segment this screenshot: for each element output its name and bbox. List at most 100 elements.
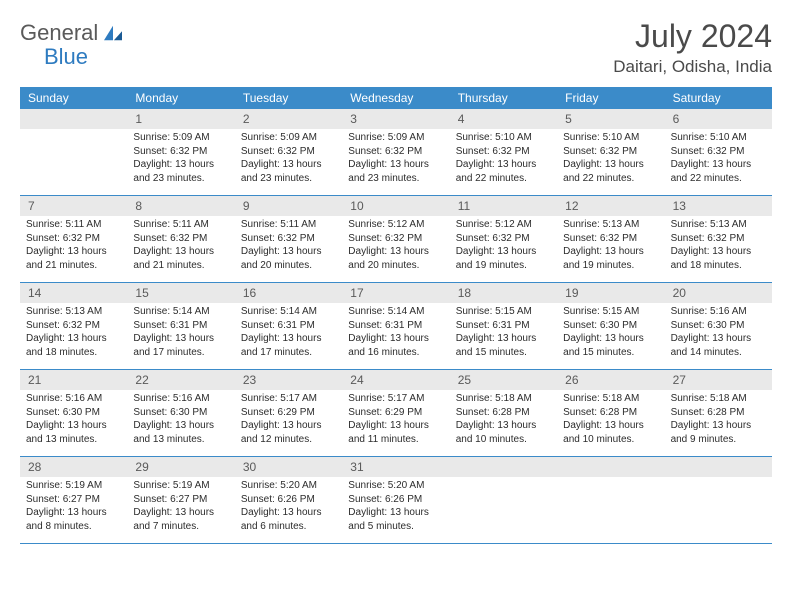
sunset-text: Sunset: 6:29 PM xyxy=(348,406,443,420)
day-cell: 31Sunrise: 5:20 AMSunset: 6:26 PMDayligh… xyxy=(342,457,449,543)
weekday-header: Tuesday xyxy=(235,87,342,109)
day-cell xyxy=(450,457,557,543)
daylight-text: Daylight: 13 hours and 21 minutes. xyxy=(26,245,121,272)
daylight-text: Daylight: 13 hours and 23 minutes. xyxy=(133,158,228,185)
day-number: 3 xyxy=(342,109,449,129)
daylight-text: Daylight: 13 hours and 11 minutes. xyxy=(348,419,443,446)
sunset-text: Sunset: 6:32 PM xyxy=(671,145,766,159)
logo-text-general: General xyxy=(20,22,98,44)
sunrise-text: Sunrise: 5:17 AM xyxy=(348,392,443,406)
day-number xyxy=(665,457,772,477)
weekday-header: Friday xyxy=(557,87,664,109)
sunrise-text: Sunrise: 5:18 AM xyxy=(671,392,766,406)
day-body: Sunrise: 5:09 AMSunset: 6:32 PMDaylight:… xyxy=(235,129,342,189)
day-number: 16 xyxy=(235,283,342,303)
day-number: 4 xyxy=(450,109,557,129)
sunset-text: Sunset: 6:28 PM xyxy=(456,406,551,420)
weekday-header: Sunday xyxy=(20,87,127,109)
day-body: Sunrise: 5:10 AMSunset: 6:32 PMDaylight:… xyxy=(557,129,664,189)
sunrise-text: Sunrise: 5:19 AM xyxy=(133,479,228,493)
sunrise-text: Sunrise: 5:12 AM xyxy=(456,218,551,232)
day-cell xyxy=(20,109,127,195)
weekday-header: Thursday xyxy=(450,87,557,109)
day-number: 20 xyxy=(665,283,772,303)
day-body: Sunrise: 5:11 AMSunset: 6:32 PMDaylight:… xyxy=(235,216,342,276)
weekday-header: Wednesday xyxy=(342,87,449,109)
day-body: Sunrise: 5:15 AMSunset: 6:30 PMDaylight:… xyxy=(557,303,664,363)
sunrise-text: Sunrise: 5:14 AM xyxy=(241,305,336,319)
daylight-text: Daylight: 13 hours and 12 minutes. xyxy=(241,419,336,446)
day-body: Sunrise: 5:15 AMSunset: 6:31 PMDaylight:… xyxy=(450,303,557,363)
day-body: Sunrise: 5:10 AMSunset: 6:32 PMDaylight:… xyxy=(450,129,557,189)
sunset-text: Sunset: 6:32 PM xyxy=(133,232,228,246)
calendar: Sunday Monday Tuesday Wednesday Thursday… xyxy=(20,87,772,544)
daylight-text: Daylight: 13 hours and 5 minutes. xyxy=(348,506,443,533)
day-number: 30 xyxy=(235,457,342,477)
sunset-text: Sunset: 6:32 PM xyxy=(563,145,658,159)
day-cell: 24 Sunrise: 5:17 AMSunset: 6:29 PMDayligh… xyxy=(342,370,449,456)
day-cell: 13Sunrise: 5:13 AMSunset: 6:32 PMDayligh… xyxy=(665,196,772,282)
day-body: Sunrise: 5:14 AMSunset: 6:31 PMDaylight:… xyxy=(127,303,234,363)
week-row: 14Sunrise: 5:13 AMSunset: 6:32 PMDayligh… xyxy=(20,283,772,370)
day-number: 2 xyxy=(235,109,342,129)
day-number: 24 xyxy=(342,370,449,390)
sunset-text: Sunset: 6:32 PM xyxy=(133,145,228,159)
sunrise-text: Sunrise: 5:20 AM xyxy=(241,479,336,493)
day-number: 18 xyxy=(450,283,557,303)
sunrise-text: Sunrise: 5:18 AM xyxy=(456,392,551,406)
logo: General Blue xyxy=(20,22,130,68)
sunrise-text: Sunrise: 5:13 AM xyxy=(26,305,121,319)
day-number: 1 xyxy=(127,109,234,129)
daylight-text: Daylight: 13 hours and 10 minutes. xyxy=(563,419,658,446)
day-number: 29 xyxy=(127,457,234,477)
day-body: Sunrise: 5:18 AMSunset: 6:28 PMDaylight:… xyxy=(557,390,664,450)
daylight-text: Daylight: 13 hours and 22 minutes. xyxy=(671,158,766,185)
sunrise-text: Sunrise: 5:16 AM xyxy=(671,305,766,319)
day-body: Sunrise: 5:18 AMSunset: 6:28 PMDaylight:… xyxy=(450,390,557,450)
day-number: 23 xyxy=(235,370,342,390)
day-cell: 21Sunrise: 5:16 AMSunset: 6:30 PMDayligh… xyxy=(20,370,127,456)
day-number: 22 xyxy=(127,370,234,390)
sunset-text: Sunset: 6:31 PM xyxy=(456,319,551,333)
day-cell: 19Sunrise: 5:15 AMSunset: 6:30 PMDayligh… xyxy=(557,283,664,369)
daylight-text: Daylight: 13 hours and 22 minutes. xyxy=(563,158,658,185)
daylight-text: Daylight: 13 hours and 13 minutes. xyxy=(133,419,228,446)
sunset-text: Sunset: 6:30 PM xyxy=(563,319,658,333)
day-cell: 10Sunrise: 5:12 AMSunset: 6:32 PMDayligh… xyxy=(342,196,449,282)
week-row: 7Sunrise: 5:11 AMSunset: 6:32 PMDaylight… xyxy=(20,196,772,283)
day-number: 14 xyxy=(20,283,127,303)
sunset-text: Sunset: 6:27 PM xyxy=(26,493,121,507)
day-body: Sunrise: 5:14 AMSunset: 6:31 PMDaylight:… xyxy=(342,303,449,363)
sunset-text: Sunset: 6:32 PM xyxy=(26,319,121,333)
day-number: 27 xyxy=(665,370,772,390)
daylight-text: Daylight: 13 hours and 17 minutes. xyxy=(241,332,336,359)
location: Daitari, Odisha, India xyxy=(613,57,772,77)
day-body: Sunrise: 5:16 AMSunset: 6:30 PMDaylight:… xyxy=(20,390,127,450)
day-body: Sunrise: 5:11 AMSunset: 6:32 PMDaylight:… xyxy=(20,216,127,276)
day-cell: 4Sunrise: 5:10 AMSunset: 6:32 PMDaylight… xyxy=(450,109,557,195)
day-cell: 11Sunrise: 5:12 AMSunset: 6:32 PMDayligh… xyxy=(450,196,557,282)
sunrise-text: Sunrise: 5:16 AM xyxy=(133,392,228,406)
daylight-text: Daylight: 13 hours and 23 minutes. xyxy=(241,158,336,185)
day-cell: 18Sunrise: 5:15 AMSunset: 6:31 PMDayligh… xyxy=(450,283,557,369)
day-number xyxy=(450,457,557,477)
day-cell: 27Sunrise: 5:18 AMSunset: 6:28 PMDayligh… xyxy=(665,370,772,456)
day-cell: 23Sunrise: 5:17 AMSunset: 6:29 PMDayligh… xyxy=(235,370,342,456)
sunrise-text: Sunrise: 5:14 AM xyxy=(133,305,228,319)
week-row: 1Sunrise: 5:09 AMSunset: 6:32 PMDaylight… xyxy=(20,109,772,196)
sunset-text: Sunset: 6:32 PM xyxy=(563,232,658,246)
day-cell: 1Sunrise: 5:09 AMSunset: 6:32 PMDaylight… xyxy=(127,109,234,195)
day-body: Sunrise: 5:13 AMSunset: 6:32 PMDaylight:… xyxy=(20,303,127,363)
sunrise-text: Sunrise: 5:09 AM xyxy=(348,131,443,145)
day-number: 5 xyxy=(557,109,664,129)
sunset-text: Sunset: 6:30 PM xyxy=(26,406,121,420)
daylight-text: Daylight: 13 hours and 15 minutes. xyxy=(563,332,658,359)
sunset-text: Sunset: 6:26 PM xyxy=(348,493,443,507)
day-cell: 16Sunrise: 5:14 AMSunset: 6:31 PMDayligh… xyxy=(235,283,342,369)
day-cell: 29Sunrise: 5:19 AMSunset: 6:27 PMDayligh… xyxy=(127,457,234,543)
day-number: 31 xyxy=(342,457,449,477)
day-cell: 25Sunrise: 5:18 AMSunset: 6:28 PMDayligh… xyxy=(450,370,557,456)
day-number: 10 xyxy=(342,196,449,216)
sunrise-text: Sunrise: 5:11 AM xyxy=(133,218,228,232)
day-cell: 14Sunrise: 5:13 AMSunset: 6:32 PMDayligh… xyxy=(20,283,127,369)
